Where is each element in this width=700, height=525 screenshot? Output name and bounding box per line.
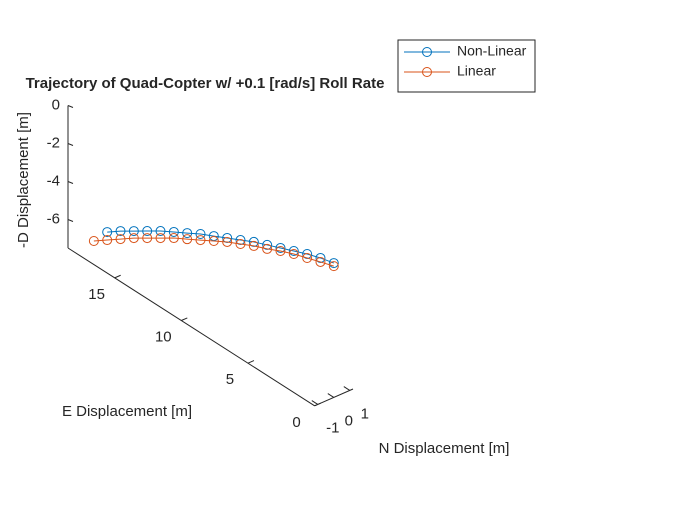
marker [88,236,99,247]
y-axis-label: E Displacement [m] [62,403,192,420]
marker [248,240,259,251]
marker [195,229,206,240]
marker [128,233,139,244]
marker [315,256,326,267]
series-line [107,230,334,264]
z-axis-label: -D Displacement [m] [15,112,32,248]
marker [155,233,166,244]
marker [235,239,246,250]
z-tick-label: -6 [47,210,60,227]
z-tick-label: -4 [47,172,60,189]
y-tick-label: 0 [292,414,300,431]
y-axis [67,247,315,407]
marker [102,235,113,246]
legend-label: Non-Linear [457,43,527,59]
marker [208,236,219,247]
marker [222,236,233,247]
x-tick [343,386,351,391]
x-tick [327,393,335,398]
series-line [93,237,334,267]
z-tick-label: -2 [47,134,60,151]
z-tick-label: 0 [52,96,60,113]
x-tick-label: 0 [345,412,353,429]
marker [115,226,126,237]
y-tick [114,274,121,279]
marker [235,235,246,246]
marker [182,228,193,239]
marker [115,234,126,245]
marker [168,233,179,244]
marker [142,226,153,237]
marker [222,232,233,243]
y-tick-label: 10 [155,328,172,345]
marker [328,258,339,269]
marker [275,245,286,256]
x-axis-label: N Displacement [m] [379,440,510,457]
z-tick [67,219,74,222]
marker [288,245,299,256]
marker [142,233,153,244]
z-tick [67,105,74,108]
marker [182,234,193,245]
marker [275,242,286,253]
chart-title: Trajectory of Quad-Copter w/ +0.1 [rad/s… [26,75,385,92]
marker [128,226,139,237]
legend-marker [422,47,432,57]
legend-label: Linear [457,63,496,79]
marker [195,235,206,246]
z-tick [67,181,74,184]
x-tick [311,400,319,405]
y-tick [181,317,188,321]
x-tick-label: -1 [326,419,339,436]
y-tick-label: 15 [88,286,105,303]
marker [302,252,313,263]
marker [328,261,339,272]
z-tick [67,143,74,146]
y-tick [247,360,255,364]
marker [168,226,179,237]
marker [262,243,273,254]
marker [288,249,299,260]
marker [102,227,113,238]
marker [262,239,273,250]
legend-marker [422,67,432,77]
y-tick-label: 5 [226,371,234,388]
marker [155,226,166,237]
x-tick-label: 1 [361,405,369,422]
legend-box [397,39,536,93]
